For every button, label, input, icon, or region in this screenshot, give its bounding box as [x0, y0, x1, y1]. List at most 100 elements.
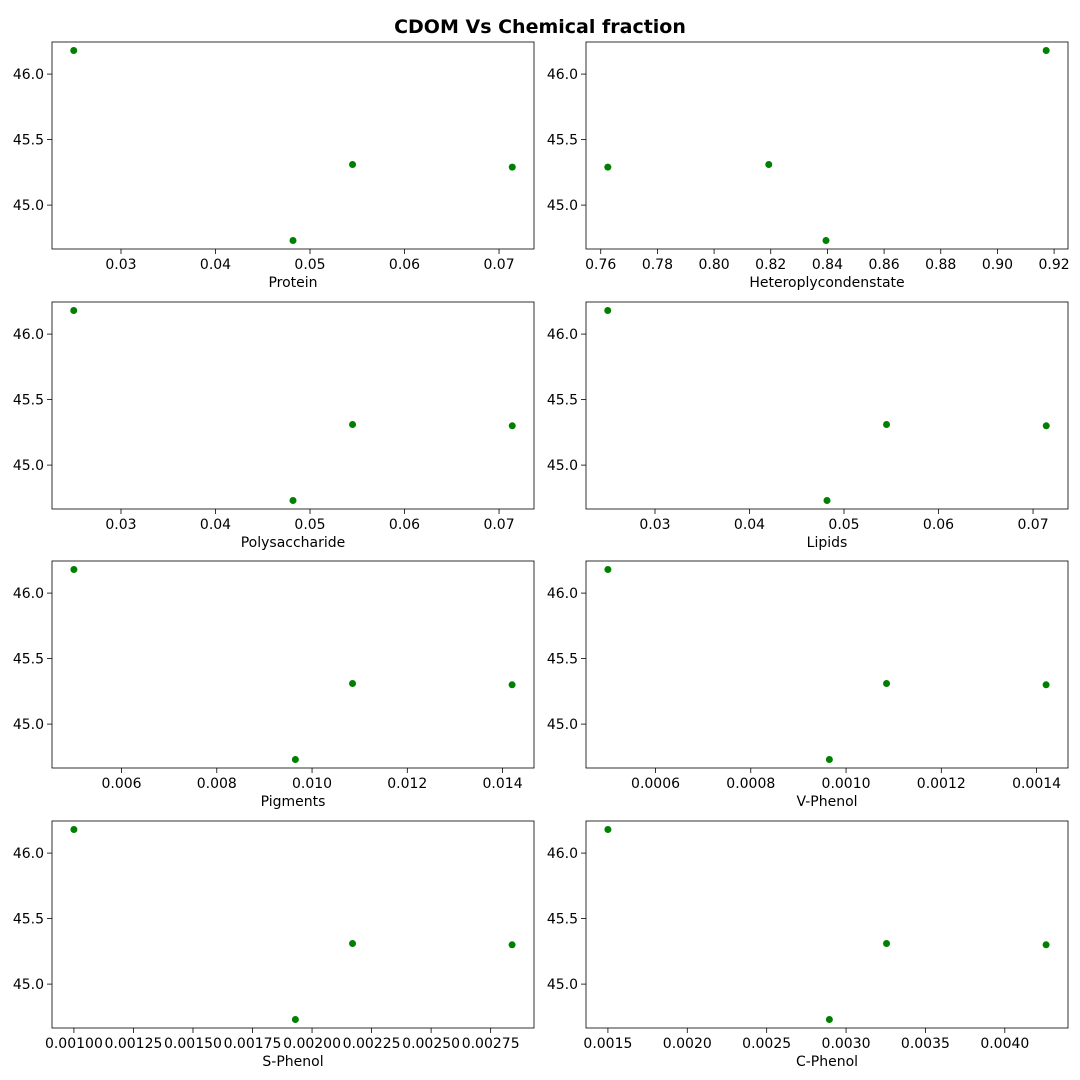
data-point — [508, 163, 516, 171]
x-tick-label: 0.90 — [982, 257, 1013, 273]
y-tick-label: 46.0 — [547, 67, 578, 83]
x-tick-label: 0.00275 — [462, 1036, 520, 1052]
data-point — [508, 941, 516, 949]
data-point — [291, 1015, 299, 1023]
x-tick-label: 0.82 — [755, 257, 786, 273]
data-point — [1042, 47, 1050, 55]
x-tick-label: 0.07 — [483, 257, 514, 273]
x-tick-label: 0.06 — [389, 257, 420, 273]
x-axis-label: Polysaccharide — [241, 535, 346, 551]
data-point — [349, 679, 357, 687]
y-tick-label: 45.0 — [13, 198, 44, 214]
x-tick-label: 0.0025 — [742, 1036, 791, 1052]
x-tick-label: 0.0010 — [822, 776, 871, 792]
x-tick-label: 0.0006 — [631, 776, 680, 792]
y-tick-label: 45.0 — [13, 977, 44, 993]
axes-frame — [585, 41, 1069, 250]
subplot-8: 0.0015 0.0020 0.0025 0.0030 0.0035 0.0040 45.0… — [547, 820, 1069, 1070]
x-tick-label: 0.0015 — [583, 1036, 632, 1052]
y-tick-label: 45.5 — [547, 652, 578, 668]
x-axis-label: Lipids — [807, 535, 848, 551]
x-tick-label: 0.06 — [389, 517, 420, 533]
x-tick-label: 0.00100 — [45, 1036, 103, 1052]
x-tick-label: 0.07 — [483, 517, 514, 533]
data-point — [349, 160, 357, 168]
y-tick-label: 45.5 — [547, 133, 578, 149]
data-point — [70, 566, 78, 574]
x-tick-label: 0.88 — [925, 257, 956, 273]
data-point — [508, 681, 516, 689]
axes-frame — [51, 41, 535, 250]
x-tick-label: 0.006 — [101, 776, 141, 792]
subplot-3: 0.03 0.04 0.05 0.06 0.07 45.0 45.5 46.0 Polysacc… — [13, 301, 535, 551]
axes-frame — [51, 820, 535, 1029]
y-tick-label: 46.0 — [13, 846, 44, 862]
data-point — [291, 755, 299, 763]
x-tick-label: 0.00175 — [224, 1036, 282, 1052]
y-tick-label: 45.0 — [13, 717, 44, 733]
y-tick-label: 45.5 — [547, 912, 578, 928]
data-point — [289, 496, 297, 504]
data-point — [1042, 422, 1050, 430]
data-point — [604, 826, 612, 834]
axes-frame — [51, 560, 535, 769]
data-point — [508, 422, 516, 430]
y-tick-label: 45.0 — [547, 458, 578, 474]
x-tick-label: 0.80 — [698, 257, 729, 273]
data-point — [289, 236, 297, 244]
data-point — [604, 566, 612, 574]
x-tick-label: 0.00250 — [402, 1036, 460, 1052]
x-tick-label: 0.05 — [828, 517, 859, 533]
x-tick-label: 0.05 — [294, 257, 325, 273]
data-point — [883, 420, 891, 428]
y-tick-label: 46.0 — [13, 67, 44, 83]
axes-frame — [585, 301, 1069, 510]
subplot-4: 0.03 0.04 0.05 0.06 0.07 45.0 45.5 46.0 Lipids — [547, 301, 1069, 551]
x-tick-label: 0.00225 — [343, 1036, 401, 1052]
x-tick-label: 0.84 — [812, 257, 843, 273]
y-tick-label: 46.0 — [547, 586, 578, 602]
data-point — [70, 47, 78, 55]
subplot-1: 0.03 0.04 0.05 0.06 0.07 45.0 45.5 46.0 Protein — [13, 41, 535, 291]
y-tick-label: 45.0 — [13, 458, 44, 474]
data-point — [825, 755, 833, 763]
x-tick-label: 0.0040 — [980, 1036, 1029, 1052]
figure-title: CDOM Vs Chemical fraction — [394, 16, 686, 38]
axes-frame — [585, 560, 1069, 769]
data-point — [765, 160, 773, 168]
data-point — [349, 420, 357, 428]
x-axis-label: S-Phenol — [262, 1054, 323, 1070]
y-tick-label: 45.5 — [547, 393, 578, 409]
data-point — [604, 163, 612, 171]
y-tick-label: 45.0 — [547, 198, 578, 214]
y-tick-label: 46.0 — [13, 327, 44, 343]
data-point — [883, 679, 891, 687]
x-tick-label: 0.07 — [1017, 517, 1048, 533]
x-tick-label: 0.0020 — [663, 1036, 712, 1052]
y-tick-label: 46.0 — [13, 586, 44, 602]
x-axis-label: V-Phenol — [796, 794, 857, 810]
x-tick-label: 0.04 — [200, 257, 231, 273]
x-tick-label: 0.06 — [923, 517, 954, 533]
y-tick-label: 45.5 — [13, 133, 44, 149]
x-tick-label: 0.76 — [585, 257, 616, 273]
x-tick-label: 0.0035 — [901, 1036, 950, 1052]
data-point — [1042, 681, 1050, 689]
x-tick-label: 0.0012 — [917, 776, 966, 792]
x-axis-label: C-Phenol — [796, 1054, 858, 1070]
x-tick-label: 0.00200 — [283, 1036, 341, 1052]
x-tick-label: 0.014 — [483, 776, 523, 792]
x-tick-label: 0.86 — [869, 257, 900, 273]
data-point — [604, 307, 612, 315]
x-tick-label: 0.03 — [105, 257, 136, 273]
subplot-5: 0.006 0.008 0.010 0.012 0.014 45.0 45.5 46.0 Pig… — [13, 560, 535, 810]
x-tick-label: 0.008 — [197, 776, 237, 792]
subplot-7: 0.00100 0.00125 0.00150 0.00175 0.00200 0.002… — [13, 820, 535, 1070]
y-tick-label: 45.0 — [547, 977, 578, 993]
y-tick-label: 45.0 — [547, 717, 578, 733]
x-tick-label: 0.04 — [200, 517, 231, 533]
y-tick-label: 46.0 — [547, 846, 578, 862]
x-tick-label: 0.0030 — [822, 1036, 871, 1052]
subplot-6: 0.0006 0.0008 0.0010 0.0012 0.0014 45.0 45.5 46… — [547, 560, 1069, 810]
